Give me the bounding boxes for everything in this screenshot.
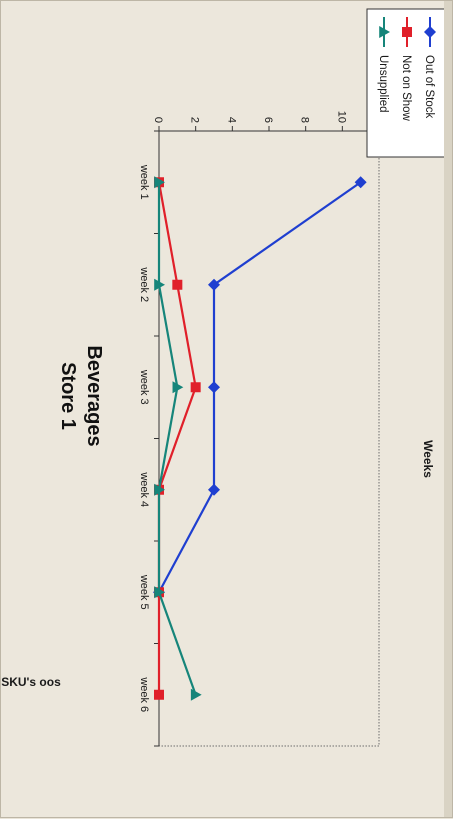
legend-label: Unsupplied bbox=[377, 55, 389, 113]
x-tick-label: week 5 bbox=[138, 574, 150, 610]
x-tick-label: week 2 bbox=[138, 266, 150, 302]
chart-subtitle: Beverages bbox=[83, 345, 105, 446]
data-point-triangle bbox=[379, 26, 390, 38]
legend-label: Out of Stock bbox=[423, 55, 435, 119]
y-tick-label: 8 bbox=[299, 117, 311, 123]
x-axis-title: Weeks bbox=[421, 440, 435, 478]
series-line bbox=[157, 182, 197, 696]
data-point-triangle bbox=[154, 586, 165, 599]
x-tick-label: week 6 bbox=[138, 676, 150, 712]
y-tick-label: 10 bbox=[335, 111, 347, 123]
y-tick-label: 2 bbox=[189, 117, 201, 123]
data-point-diamond bbox=[424, 26, 436, 38]
data-point-square bbox=[172, 279, 183, 290]
data-point-triangle bbox=[154, 483, 165, 496]
data-point-square bbox=[190, 382, 201, 393]
series-line bbox=[157, 182, 197, 695]
y-tick-label: 6 bbox=[262, 117, 274, 123]
x-tick-label: week 4 bbox=[138, 471, 150, 507]
series-unsupplied bbox=[154, 176, 202, 701]
data-point-diamond bbox=[208, 278, 220, 291]
y-tick-label: 4 bbox=[225, 117, 237, 123]
data-point-square bbox=[154, 689, 164, 700]
data-point-square bbox=[402, 27, 412, 37]
plot-area bbox=[158, 130, 380, 747]
data-point-diamond bbox=[208, 381, 220, 394]
data-point-triangle bbox=[190, 688, 202, 701]
y-tick-label: 0 bbox=[152, 117, 164, 123]
x-tick-label: week 1 bbox=[138, 164, 150, 200]
data-point-triangle bbox=[172, 381, 184, 394]
x-tick-label: week 3 bbox=[138, 369, 150, 405]
data-point-diamond bbox=[208, 483, 220, 496]
legend-label: Not on Show bbox=[400, 55, 412, 122]
data-point-triangle bbox=[154, 176, 165, 189]
chart-title: Store 1 bbox=[57, 362, 79, 430]
y-axis-title: No of SKU's oos bbox=[1, 675, 61, 689]
data-point-triangle bbox=[154, 278, 165, 291]
